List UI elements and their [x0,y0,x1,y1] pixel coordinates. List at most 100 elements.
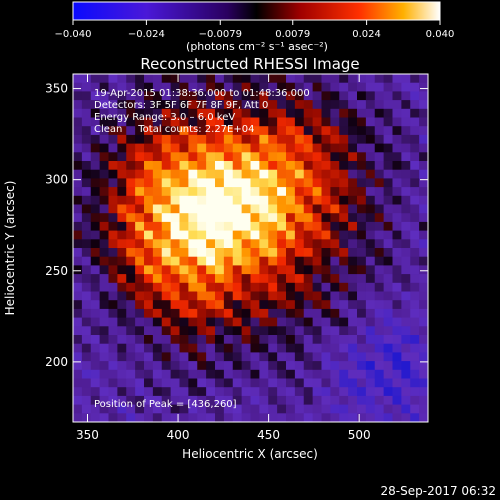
heatmap-cell [223,108,234,118]
heatmap-cell [392,221,402,231]
heatmap-cell [188,413,198,422]
heatmap-cell [206,326,216,336]
heatmap-cell [330,404,340,414]
heatmap-cell [215,221,225,231]
heatmap-cell [179,248,189,258]
heatmap-cell [197,126,207,136]
heatmap-cell [117,395,127,405]
heatmap-cell [357,378,367,388]
heatmap-cell [81,117,92,127]
heatmap-cell [401,91,411,101]
heatmap-cell [259,291,269,301]
heatmap-cell [277,117,287,127]
heatmap-cell [161,195,172,205]
heatmap-cell [223,213,234,223]
heatmap-cell [215,265,225,275]
heatmap-cell [365,195,376,205]
heatmap-cell [152,82,163,92]
heatmap-cell [250,100,260,110]
heatmap-cell [90,378,101,388]
heatmap-cell [312,335,322,345]
heatmap-cell [303,74,314,84]
heatmap-cell [241,300,251,310]
heatmap-cell [99,213,109,223]
heatmap-cell [90,282,101,292]
heatmap-cell [410,413,420,422]
heatmap-cell [339,91,349,101]
heatmap-cell [365,291,376,301]
heatmap-cell [232,178,243,188]
heatmap-cell [90,230,101,240]
heatmap-cell [215,169,225,179]
heatmap-cell [241,326,251,336]
heatmap-cell [277,387,287,397]
heatmap-cell [206,274,216,284]
heatmap-cell [277,248,287,258]
heatmap-cell [312,152,322,162]
heatmap-cell [126,413,136,422]
heatmap-cell [161,335,172,345]
heatmap-cell [303,108,314,118]
heatmap-cell [241,108,251,118]
heatmap-cell [241,100,251,110]
heatmap-cell [90,74,101,84]
heatmap-cell [206,230,216,240]
heatmap-cell [250,413,260,422]
heatmap-cell [259,326,269,336]
annotation-time-range: 19-Apr-2015 01:38:36.000 to 01:48:36.000 [94,88,310,99]
heatmap-cell [401,265,411,275]
heatmap-cell [232,378,243,388]
heatmap-cell [99,221,109,231]
heatmap-cell [144,230,154,240]
heatmap-cell [108,126,118,136]
heatmap-cell [357,404,367,414]
heatmap-cell [365,204,376,214]
heatmap-cell [321,143,331,153]
heatmap-cell [90,195,101,205]
heatmap-cell [179,274,189,284]
heatmap-cell [303,343,314,353]
heatmap-cell [108,204,118,214]
heatmap-cell [286,369,296,379]
heatmap-cell [206,213,216,223]
heatmap-cell [206,300,216,310]
heatmap-cell [383,369,393,379]
heatmap-cell [215,248,225,258]
heatmap-cell [223,91,234,101]
heatmap-cell [188,256,198,266]
heatmap-cell [250,317,260,327]
heatmap-cell [152,195,163,205]
heatmap-cell [348,213,358,223]
heatmap-cell [99,117,109,127]
heatmap-cell [188,239,198,249]
heatmap-cell [410,343,420,353]
heatmap-cell [135,239,145,249]
heatmap-cell [215,195,225,205]
heatmap-cell [348,317,358,327]
heatmap-cell [179,187,189,197]
heatmap-cell [188,361,198,371]
heatmap-cell [419,204,428,214]
heatmap-cell [135,352,145,362]
heatmap-cell [321,352,331,362]
heatmap-cell [188,143,198,153]
heatmap-cell [144,343,154,353]
heatmap-cell [81,143,92,153]
heatmap-cell [410,248,420,258]
heatmap-cell [161,134,172,144]
heatmap-cell [312,187,322,197]
heatmap-cell [206,291,216,301]
heatmap-cell [206,204,216,214]
heatmap-cell [161,274,172,284]
heatmap-cell [215,274,225,284]
heatmap-cell [170,239,180,249]
heatmap-cell [330,187,340,197]
heatmap-cell [312,308,322,318]
heatmap-cell [303,161,314,171]
heatmap-cell [206,387,216,397]
heatmap-cell [348,404,358,414]
heatmap-cell [223,152,234,162]
heatmap-cell [241,82,251,92]
heatmap-cell [312,134,322,144]
heatmap-cell [277,343,287,353]
